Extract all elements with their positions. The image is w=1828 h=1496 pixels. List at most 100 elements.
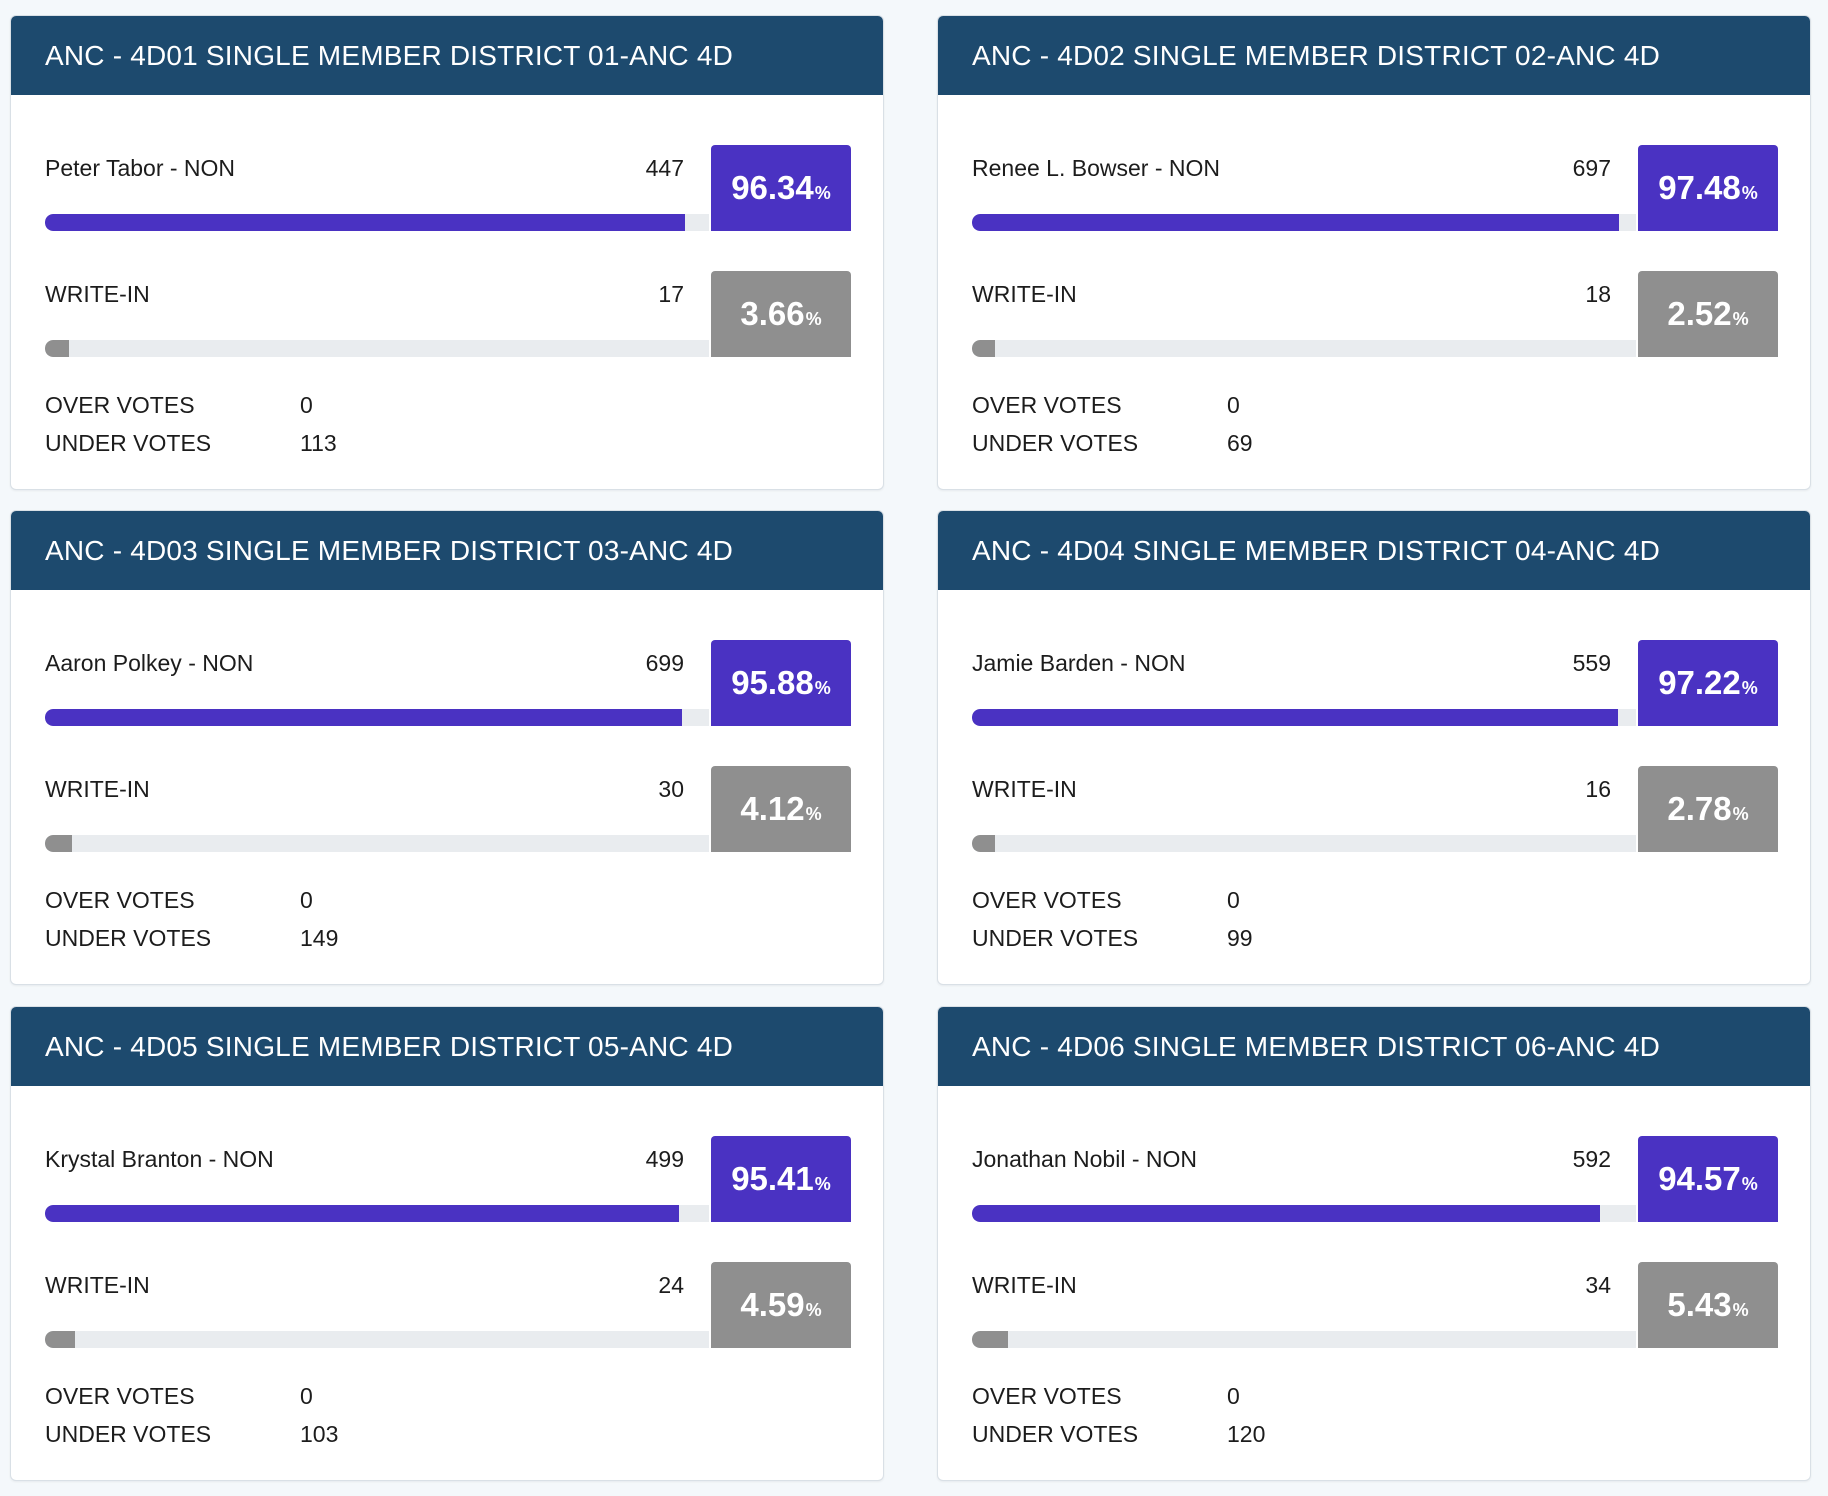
district-title: ANC - 4D01 SINGLE MEMBER DISTRICT 01-ANC… <box>11 16 883 95</box>
candidate-name: WRITE-IN <box>972 1272 1077 1298</box>
over-votes-value: 0 <box>300 887 313 913</box>
percentage-badge: 97.22% <box>1638 640 1778 726</box>
percentage-value: 96.34 <box>731 169 814 206</box>
percentage-badge: 4.12% <box>711 766 851 852</box>
vote-stats: OVER VOTES 0 UNDER VOTES 149 <box>45 881 445 957</box>
candidate-votes: 24 <box>658 1272 684 1298</box>
vote-bar-fill <box>45 340 70 357</box>
under-votes-label: UNDER VOTES <box>45 430 212 456</box>
vote-bar-track <box>972 1205 1636 1222</box>
over-votes-row: OVER VOTES 0 <box>972 881 1372 919</box>
percentage-value: 2.52 <box>1667 295 1732 332</box>
vote-stats: OVER VOTES 0 UNDER VOTES 113 <box>45 386 445 462</box>
percentage-value: 3.66 <box>740 295 805 332</box>
candidate-votes: 592 <box>1572 1146 1611 1172</box>
candidate-votes: 30 <box>658 776 684 802</box>
under-votes-label: UNDER VOTES <box>972 925 1139 951</box>
percentage-value: 2.78 <box>1667 790 1732 827</box>
vote-stats: OVER VOTES 0 UNDER VOTES 120 <box>972 1377 1372 1453</box>
under-votes-value: 120 <box>1227 1421 1266 1447</box>
candidate-row: Aaron Polkey - NON 699 95.88% <box>45 640 851 726</box>
vote-bar-track <box>45 340 709 357</box>
candidate-row: WRITE-IN 24 4.59% <box>45 1262 851 1348</box>
under-votes-row: UNDER VOTES 69 <box>972 424 1372 462</box>
vote-bar-track <box>45 835 709 852</box>
candidate-name: Jamie Barden - NON <box>972 650 1186 676</box>
under-votes-value: 99 <box>1227 925 1253 951</box>
percent-symbol: % <box>1741 677 1758 698</box>
percentage-badge: 97.48% <box>1638 145 1778 231</box>
vote-bar-fill <box>972 835 996 852</box>
candidate-name: WRITE-IN <box>45 776 150 802</box>
over-votes-row: OVER VOTES 0 <box>45 881 445 919</box>
candidate-votes: 559 <box>1572 650 1611 676</box>
vote-bar-fill <box>972 709 1618 726</box>
over-votes-row: OVER VOTES 0 <box>972 1377 1372 1415</box>
district-card: ANC - 4D06 SINGLE MEMBER DISTRICT 06-ANC… <box>937 1006 1811 1481</box>
vote-stats: OVER VOTES 0 UNDER VOTES 69 <box>972 386 1372 462</box>
percentage-value: 5.43 <box>1667 1286 1732 1323</box>
percent-symbol: % <box>805 1299 822 1320</box>
district-title: ANC - 4D05 SINGLE MEMBER DISTRICT 05-ANC… <box>11 1007 883 1086</box>
percentage-badge: 2.78% <box>1638 766 1778 852</box>
percentage-value: 4.12 <box>740 790 805 827</box>
percentage-badge: 94.57% <box>1638 1136 1778 1222</box>
candidate-votes: 697 <box>1572 155 1611 181</box>
vote-bar-track <box>972 214 1636 231</box>
percent-symbol: % <box>805 308 822 329</box>
over-votes-value: 0 <box>300 1383 313 1409</box>
vote-bar-fill <box>45 214 685 231</box>
vote-bar-fill <box>45 835 73 852</box>
over-votes-value: 0 <box>1227 887 1240 913</box>
candidate-name: WRITE-IN <box>972 776 1077 802</box>
candidate-votes: 34 <box>1585 1272 1611 1298</box>
percentage-badge: 5.43% <box>1638 1262 1778 1348</box>
percentage-value: 4.59 <box>740 1286 805 1323</box>
percent-symbol: % <box>814 677 831 698</box>
candidate-row: WRITE-IN 16 2.78% <box>972 766 1778 852</box>
percentage-badge: 3.66% <box>711 271 851 357</box>
candidate-row: WRITE-IN 30 4.12% <box>45 766 851 852</box>
percentage-value: 94.57 <box>1658 1160 1741 1197</box>
under-votes-row: UNDER VOTES 103 <box>45 1415 445 1453</box>
over-votes-value: 0 <box>300 392 313 418</box>
candidate-name: Jonathan Nobil - NON <box>972 1146 1197 1172</box>
district-title: ANC - 4D06 SINGLE MEMBER DISTRICT 06-ANC… <box>938 1007 1810 1086</box>
percentage-badge: 95.88% <box>711 640 851 726</box>
over-votes-label: OVER VOTES <box>45 1383 195 1409</box>
candidate-name: Aaron Polkey - NON <box>45 650 254 676</box>
percent-symbol: % <box>1732 1299 1749 1320</box>
under-votes-row: UNDER VOTES 120 <box>972 1415 1372 1453</box>
candidate-row: WRITE-IN 34 5.43% <box>972 1262 1778 1348</box>
percentage-value: 95.41 <box>731 1160 814 1197</box>
percent-symbol: % <box>1732 803 1749 824</box>
over-votes-value: 0 <box>1227 392 1240 418</box>
percentage-badge: 4.59% <box>711 1262 851 1348</box>
over-votes-row: OVER VOTES 0 <box>972 386 1372 424</box>
under-votes-value: 149 <box>300 925 339 951</box>
over-votes-label: OVER VOTES <box>972 392 1122 418</box>
candidate-name: WRITE-IN <box>45 281 150 307</box>
vote-bar-fill <box>972 1205 1600 1222</box>
under-votes-row: UNDER VOTES 99 <box>972 919 1372 957</box>
percentage-value: 95.88 <box>731 664 814 701</box>
candidate-row: Krystal Branton - NON 499 95.41% <box>45 1136 851 1222</box>
candidate-votes: 18 <box>1585 281 1611 307</box>
percent-symbol: % <box>805 803 822 824</box>
percent-symbol: % <box>814 1173 831 1194</box>
percent-symbol: % <box>814 182 831 203</box>
vote-bar-fill <box>45 1331 76 1348</box>
district-title: ANC - 4D03 SINGLE MEMBER DISTRICT 03-ANC… <box>11 511 883 590</box>
candidate-votes: 447 <box>645 155 684 181</box>
under-votes-label: UNDER VOTES <box>45 925 212 951</box>
under-votes-label: UNDER VOTES <box>972 1421 1139 1447</box>
candidate-votes: 16 <box>1585 776 1611 802</box>
over-votes-value: 0 <box>1227 1383 1240 1409</box>
district-card: ANC - 4D01 SINGLE MEMBER DISTRICT 01-ANC… <box>10 15 884 490</box>
candidate-row: Jonathan Nobil - NON 592 94.57% <box>972 1136 1778 1222</box>
candidate-row: WRITE-IN 18 2.52% <box>972 271 1778 357</box>
vote-bar-track <box>972 1331 1636 1348</box>
candidate-votes: 499 <box>645 1146 684 1172</box>
vote-bar-fill <box>45 1205 679 1222</box>
